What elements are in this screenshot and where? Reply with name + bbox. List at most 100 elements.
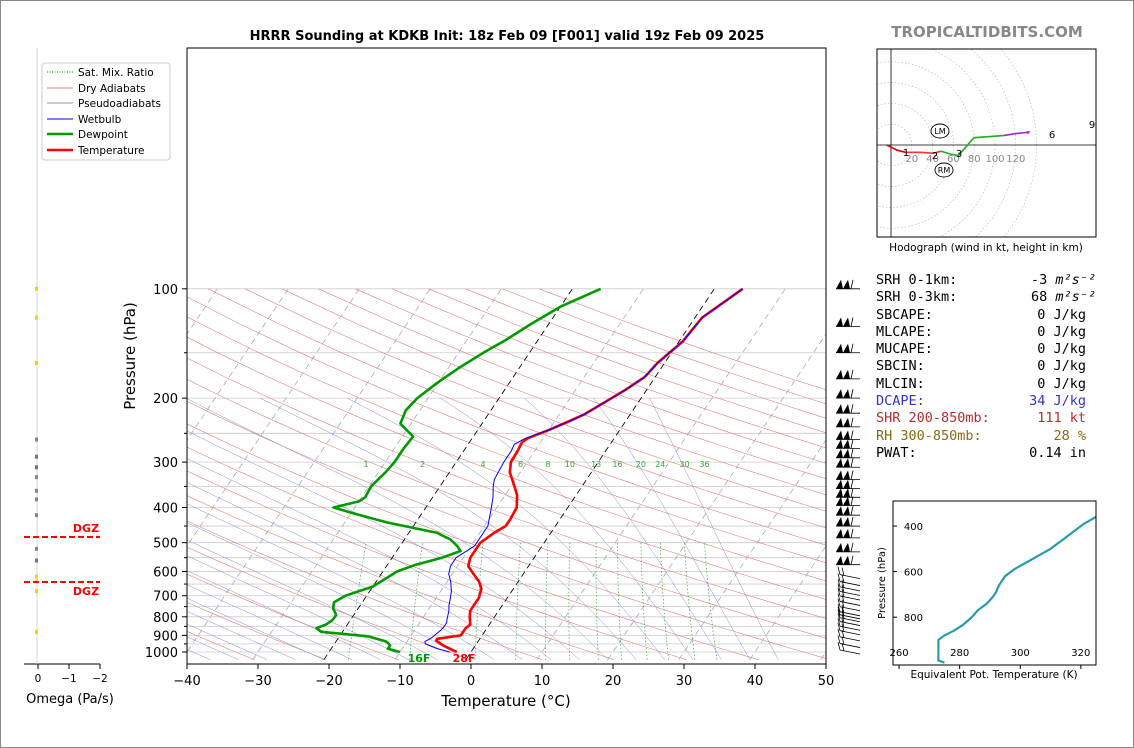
- stat-label: RH 300-850mb:: [876, 427, 982, 444]
- wind-barb-feather: [841, 599, 845, 608]
- stat-label: DCAPE:: [876, 393, 925, 410]
- wind-barb-shaft: [839, 591, 861, 596]
- wind-barb: [837, 609, 861, 623]
- wind-barb-feather: [837, 641, 841, 651]
- wind-barb: [837, 573, 861, 586]
- isotherm-line: [0, 289, 75, 660]
- wind-barb: [836, 389, 860, 399]
- wind-barb-flag: [843, 555, 850, 565]
- wind-barb-feather: [837, 593, 841, 602]
- dry-adiabat-line: [281, 288, 826, 496]
- wind-barb-shaft: [839, 621, 861, 626]
- mixing-ratio-label: 24: [655, 460, 665, 469]
- mixing-ratio-line: [568, 542, 571, 660]
- stat-value: 68 m²s⁻²: [1030, 289, 1096, 306]
- theta-e-ylabel: Pressure (hPa): [877, 547, 888, 619]
- wind-barb-flag: [843, 439, 850, 449]
- y-tick-label: 900: [153, 629, 178, 644]
- dry-adiabat-line: [187, 495, 615, 660]
- wind-barb-flag: [843, 430, 850, 440]
- omega-bar: [35, 497, 38, 502]
- wind-barb-flag: [836, 404, 843, 414]
- wind-barb-feather: [841, 610, 845, 619]
- wind-barb-flag: [836, 542, 843, 552]
- hodograph-ring-label: 80: [968, 154, 981, 165]
- hodograph-ring-label: 20: [905, 154, 918, 165]
- wind-barb-feather: [837, 618, 841, 627]
- wind-barb-flag: [843, 542, 850, 552]
- storm-motion-marker: [930, 123, 950, 139]
- dry-adiabat-line: [318, 288, 826, 480]
- stat-value: 111 kt: [1037, 410, 1086, 427]
- hodograph-height-label: 6: [1049, 130, 1055, 141]
- stat-shear: SHR 200-850mb: 111 kt: [876, 410, 1096, 427]
- omega-xlabel: Omega (Pa/s): [26, 692, 114, 707]
- wind-barb: [836, 448, 860, 459]
- hodograph-height-label: 9: [1089, 120, 1095, 131]
- y-tick-label: 1000: [145, 646, 178, 661]
- theta-e-xlabel: Equivalent Pot. Temperature (K): [910, 669, 1077, 681]
- x-tick-label: 40: [747, 674, 764, 689]
- dry-adiabat-line: [187, 379, 826, 619]
- omega-panel: 0 −1 −2 Omega (Pa/s) DGZ DGZ: [24, 48, 114, 707]
- y-tick-label: 100: [153, 283, 178, 298]
- wind-barb-flag: [843, 458, 850, 468]
- wind-barb-feather: [837, 622, 841, 631]
- stat-value: 0 J/kg: [1037, 323, 1086, 340]
- wind-barb-feather: [837, 613, 841, 622]
- mixing-ratio-line: [348, 542, 367, 660]
- mixing-ratio-line: [617, 542, 622, 660]
- omega-bar: [35, 475, 38, 480]
- mixing-ratio-line: [545, 542, 549, 660]
- stat-value: 0 J/kg: [1037, 306, 1086, 323]
- wind-barb: [837, 635, 861, 648]
- wind-barb-flag: [836, 389, 843, 399]
- stat-value: 0 J/kg: [1037, 375, 1086, 392]
- wind-barb-flag: [843, 317, 850, 327]
- dry-adiabat-line: [391, 288, 826, 449]
- dry-adiabat-line: [187, 316, 826, 564]
- x-tick-label: −30: [244, 674, 271, 689]
- dry-adiabat-line: [187, 400, 826, 639]
- omega-tick-label-0: 0: [35, 673, 42, 685]
- wind-barb-shaft: [839, 630, 861, 636]
- stat-value: -3 m²s⁻²: [1030, 272, 1096, 288]
- wind-barb-flag: [843, 528, 850, 538]
- mixing-ratio-line: [515, 542, 521, 660]
- wind-barb-flag: [836, 506, 843, 516]
- wind-barb-shaft: [839, 636, 861, 642]
- wind-barb: [837, 613, 861, 626]
- profile-line-wetbulb: [424, 288, 743, 653]
- legend-label-pseudoadiabats: Pseudoadiabats: [78, 98, 161, 110]
- chart-title: HRRR Sounding at KDKB Init: 18z Feb 09 […: [250, 29, 765, 44]
- wind-barb-feather: [850, 279, 854, 289]
- wind-barb-feather: [850, 470, 854, 480]
- hodograph-segment: [886, 144, 906, 154]
- mixing-ratio-line: [659, 542, 669, 660]
- x-tick-label: 20: [605, 674, 622, 689]
- wind-barb: [837, 618, 861, 631]
- minus-20-isotherm-line: [323, 288, 573, 660]
- stat-label: SHR 200-850mb:: [876, 410, 990, 427]
- theta-e-y-tick-label: 400: [904, 522, 923, 533]
- x-tick-label: 50: [818, 674, 835, 689]
- omega-bar: [35, 589, 38, 594]
- wind-barb: [836, 439, 860, 449]
- theta-e-x-tick-label: 260: [890, 648, 909, 659]
- pseudoadiabat-line: [187, 539, 438, 660]
- wind-barb-flag: [843, 479, 850, 489]
- stat-label: SBCAPE:: [876, 306, 933, 323]
- mixing-ratio-line: [474, 542, 484, 660]
- hodograph-ring-label: 100: [985, 154, 1004, 165]
- skew-t-plot: 1 2 4 6 8 10 13 16 20 24 30 36−40 −30 −20 −10 0 10 20 30 40…: [0, 47, 861, 710]
- wind-barb-feather: [841, 636, 845, 645]
- wind-barb-feather: [837, 628, 841, 637]
- stat-rh: RH 300-850mb: 28 %: [876, 428, 1096, 445]
- wind-barb-flag: [836, 317, 843, 327]
- wind-barb-flag: [836, 528, 843, 538]
- hodograph-ring-label: 120: [1006, 154, 1025, 165]
- wind-barb: [836, 430, 860, 440]
- legend: Sat. Mix. Ratio Dry Adiabats Pseudoadiab…: [41, 62, 171, 161]
- legend-label-dry-adiabats: Dry Adiabats: [78, 83, 146, 95]
